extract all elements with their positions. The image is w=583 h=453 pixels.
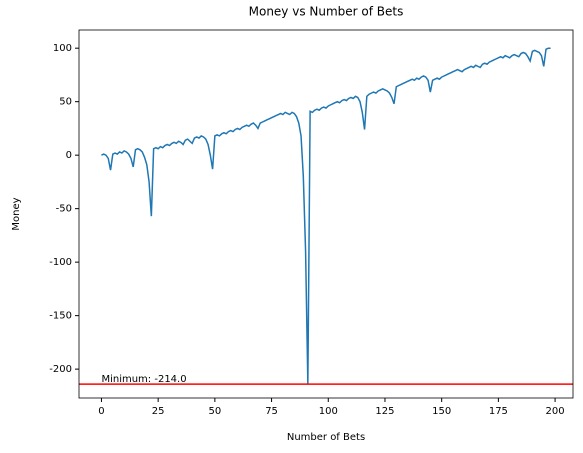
chart-title: Money vs Number of Bets bbox=[249, 5, 404, 19]
y-tick-label: -100 bbox=[49, 257, 72, 268]
x-tick-label: 75 bbox=[265, 406, 278, 417]
data-line bbox=[101, 47, 551, 385]
x-tick-label: 125 bbox=[375, 406, 394, 417]
plot-frame bbox=[78, 29, 574, 399]
x-tick-label: 50 bbox=[208, 406, 221, 417]
x-tick-label: 25 bbox=[152, 406, 165, 417]
y-axis-label: Money bbox=[11, 197, 22, 230]
x-tick-label: 150 bbox=[432, 406, 451, 417]
x-tick-label: 100 bbox=[319, 406, 338, 417]
x-axis-label: Number of Bets bbox=[287, 432, 365, 443]
x-tick-label: 175 bbox=[489, 406, 508, 417]
y-tick-label: 0 bbox=[66, 150, 72, 161]
y-tick-label: -150 bbox=[49, 311, 72, 322]
annotation: Minimum: -214.0 bbox=[101, 374, 186, 385]
y-tick-label: 50 bbox=[59, 97, 72, 108]
y-tick-label: -200 bbox=[49, 364, 72, 375]
y-tick-label: -50 bbox=[56, 204, 72, 215]
x-tick-label: 200 bbox=[546, 406, 565, 417]
y-tick-label: 100 bbox=[53, 43, 72, 54]
x-tick-label: 0 bbox=[98, 406, 104, 417]
